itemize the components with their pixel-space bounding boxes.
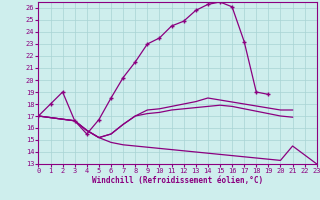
X-axis label: Windchill (Refroidissement éolien,°C): Windchill (Refroidissement éolien,°C) [92, 176, 263, 185]
